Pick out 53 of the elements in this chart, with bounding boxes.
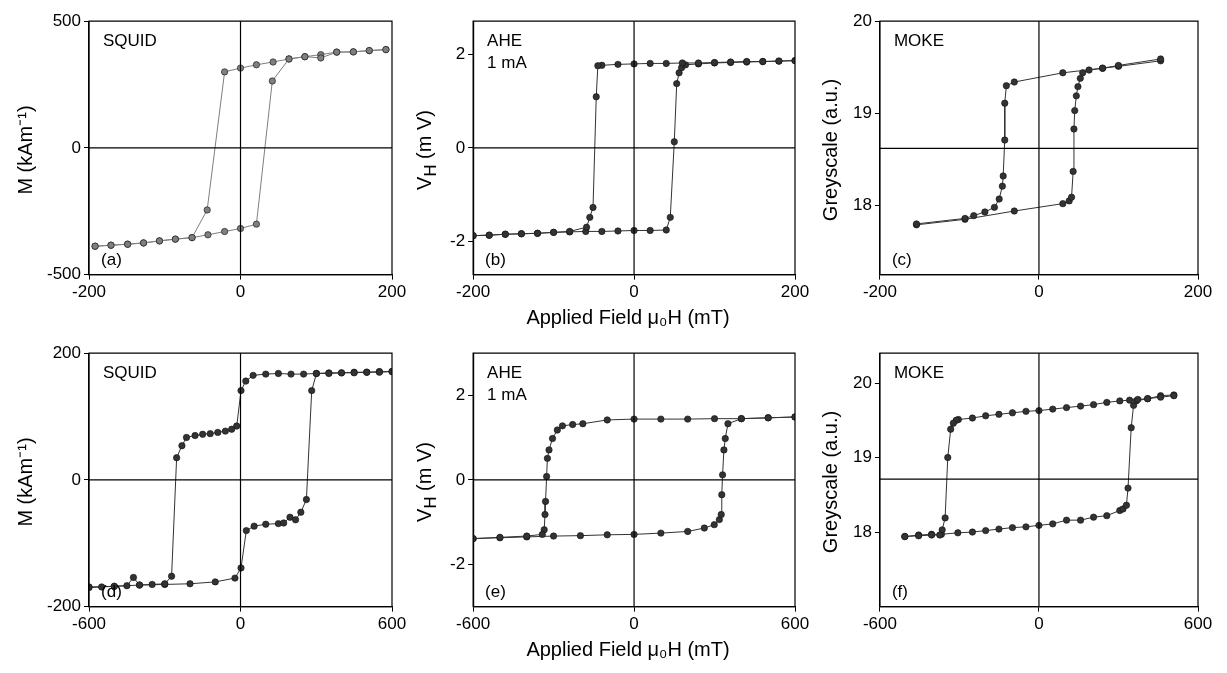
- y-tick-label: 19: [852, 103, 872, 123]
- x-tick-label: 0: [629, 282, 639, 302]
- annotation: (f): [891, 581, 908, 601]
- annotation: (c): [891, 249, 912, 269]
- y-tick-label: 500: [52, 10, 82, 30]
- annotation: (d): [101, 581, 122, 601]
- annotation: MOKE: [893, 31, 944, 51]
- x-tick-label: 600: [377, 614, 407, 634]
- annotation: 1 mA: [487, 53, 528, 73]
- y-axis-title: Greyscale (a.u.): [818, 410, 842, 554]
- x-tick-label: 0: [1034, 282, 1044, 302]
- annotation: SQUID: [103, 31, 157, 51]
- annotation: AHE: [487, 31, 523, 51]
- x-axis-title: Applied Field μ₀H (mT): [525, 638, 731, 661]
- annotation: (a): [101, 249, 122, 269]
- x-tick-label: -600: [456, 614, 491, 634]
- y-tick-label: 0: [455, 137, 466, 157]
- y-tick-label: -200: [46, 596, 82, 616]
- annotation: 1 mA: [487, 385, 528, 405]
- y-tick-label: -2: [449, 231, 466, 251]
- annotation: (e): [485, 581, 506, 601]
- x-tick-label: 600: [780, 614, 810, 634]
- y-tick-label: -500: [46, 264, 82, 284]
- x-tick-label: 0: [235, 282, 246, 302]
- y-tick-label: 19: [852, 447, 872, 467]
- y-tick-label: 20: [852, 372, 872, 392]
- y-tick-label: 2: [455, 385, 466, 405]
- x-tick-label: 0: [629, 614, 639, 634]
- y-axis-title: M (kAm⁻¹): [12, 437, 37, 527]
- y-tick-label: 0: [455, 469, 466, 489]
- x-tick-label: 200: [1183, 282, 1213, 302]
- annotation: SQUID: [103, 363, 157, 383]
- y-tick-label: 0: [71, 137, 82, 157]
- x-tick-label: -600: [862, 614, 897, 634]
- x-tick-label: 200: [377, 282, 407, 302]
- y-tick-label: 200: [52, 342, 82, 362]
- y-tick-label: 0: [71, 469, 82, 489]
- y-tick-label: 20: [852, 10, 872, 30]
- x-axis-title: Applied Field μ₀H (mT): [525, 306, 731, 329]
- y-tick-label: 18: [852, 195, 872, 215]
- y-axis-title: M (kAm⁻¹): [12, 105, 37, 195]
- x-tick-label: -600: [72, 614, 107, 634]
- annotation: MOKE: [893, 363, 944, 383]
- y-tick-label: -2: [449, 554, 466, 574]
- y-tick-label: 18: [852, 521, 872, 541]
- annotation: AHE: [487, 363, 523, 383]
- x-tick-label: 0: [1034, 614, 1044, 634]
- annotation: (b): [485, 249, 506, 269]
- x-tick-label: 200: [780, 282, 810, 302]
- y-axis-title: Greyscale (a.u.): [818, 78, 842, 222]
- x-tick-label: 600: [1183, 614, 1213, 634]
- x-tick-label: 0: [235, 614, 246, 634]
- y-tick-label: 2: [455, 43, 466, 63]
